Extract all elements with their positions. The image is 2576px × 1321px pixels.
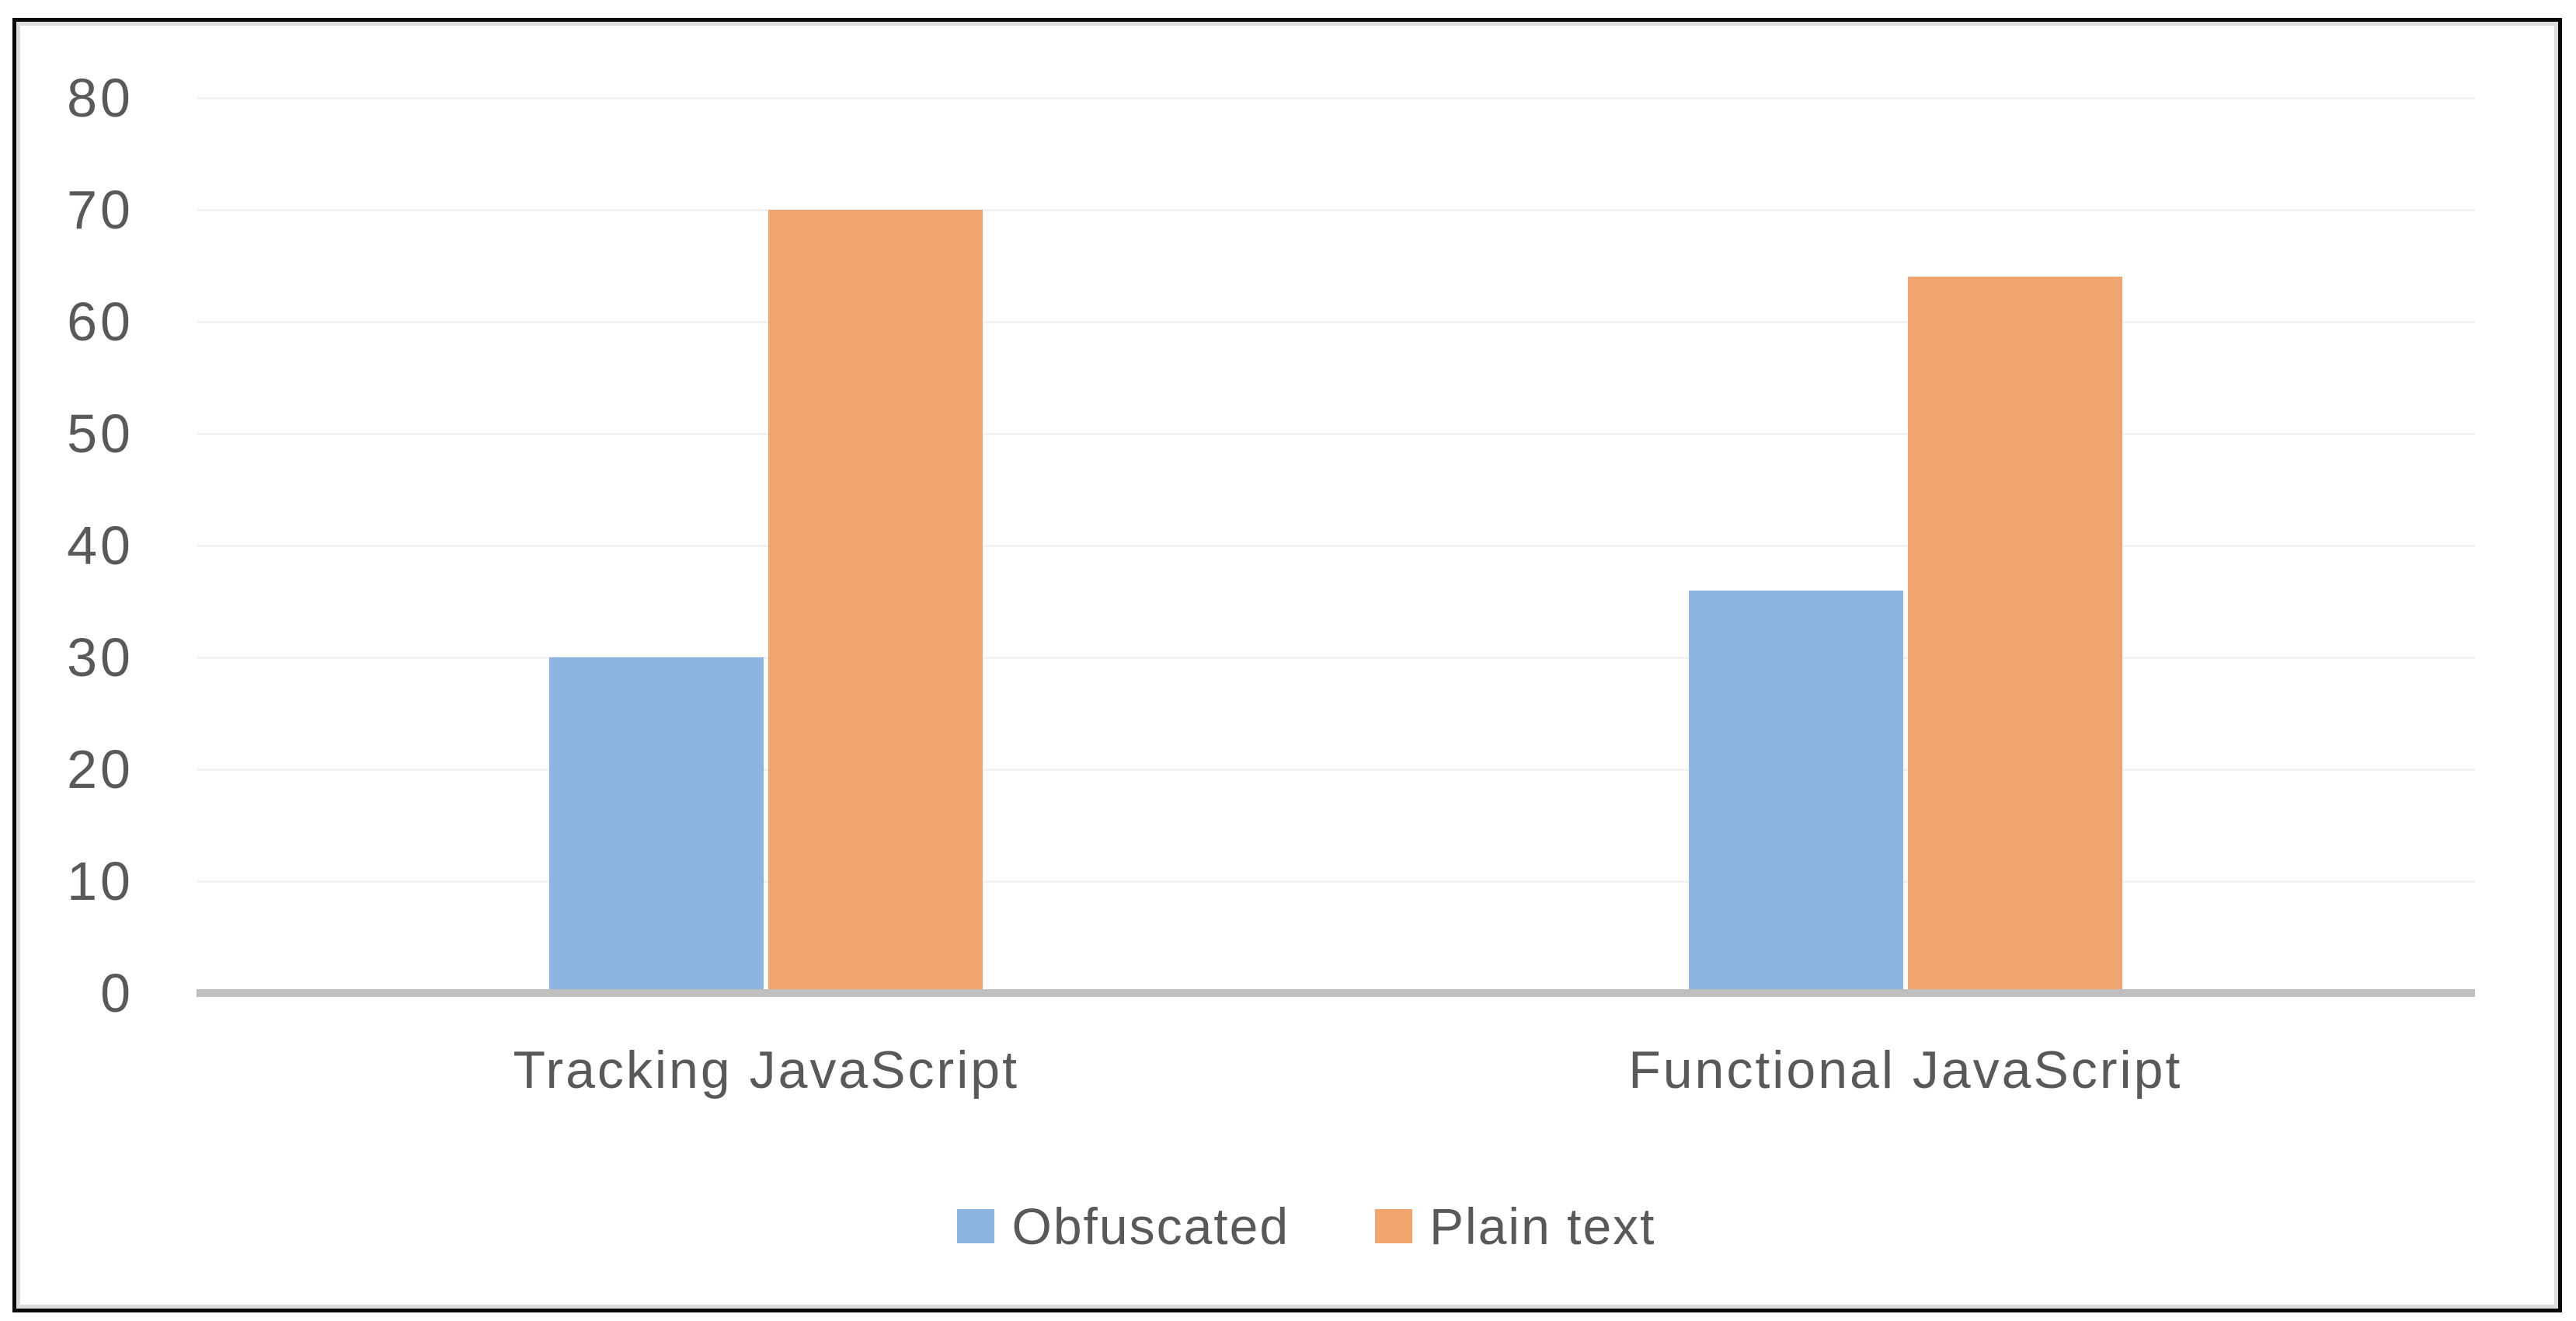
y-axis-tick-label: 80	[67, 68, 134, 128]
y-axis-tick-label: 60	[67, 291, 134, 352]
chart-frame: 0 10 20 30 40 50 60 70 80 Tracking JavaScript Func…	[12, 18, 2562, 1312]
x-axis-line	[197, 989, 2475, 997]
bar-obfuscated-tracking-javascript	[549, 657, 764, 989]
y-axis-tick-label: 30	[67, 627, 134, 688]
y-axis-tick-label: 10	[67, 851, 134, 911]
x-axis-category-label: Tracking JavaScript	[513, 1040, 1020, 1100]
legend-swatch-obfuscated	[957, 1209, 995, 1243]
y-axis-tick-label: 20	[67, 739, 134, 800]
gridline	[197, 97, 2475, 99]
gridline	[197, 321, 2475, 323]
y-axis-tick-label: 40	[67, 515, 134, 576]
gridline	[197, 880, 2475, 883]
y-axis-tick-label: 0	[100, 963, 134, 1023]
gridline	[197, 545, 2475, 547]
y-axis-tick-label: 70	[67, 180, 134, 240]
gridline	[197, 209, 2475, 211]
bar-obfuscated-functional-javascript	[1688, 590, 1903, 989]
x-axis-category-label: Functional JavaScript	[1628, 1040, 2183, 1100]
legend-label-plain-text: Plain text	[1429, 1197, 1656, 1255]
legend: Obfuscated Plain text	[36, 1187, 2576, 1265]
bar-plain-text-tracking-javascript	[768, 210, 983, 989]
legend-item-obfuscated: Obfuscated	[957, 1197, 1290, 1256]
gridline	[197, 769, 2475, 771]
gridline	[197, 433, 2475, 435]
y-axis-tick-label: 50	[67, 403, 134, 464]
legend-swatch-plain-text	[1375, 1209, 1413, 1243]
gridline	[197, 657, 2475, 659]
legend-label-obfuscated: Obfuscated	[1011, 1197, 1290, 1255]
bar-plain-text-functional-javascript	[1907, 277, 2122, 989]
legend-item-plain-text: Plain text	[1375, 1197, 1655, 1256]
